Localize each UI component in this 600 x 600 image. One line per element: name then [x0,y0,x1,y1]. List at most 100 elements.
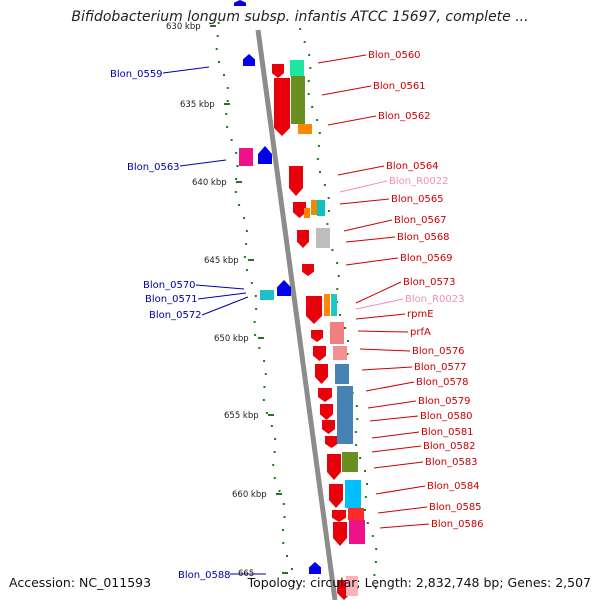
gene-label-right[interactable]: Blon_0577 [414,362,467,373]
gc-dot [309,67,312,69]
forward-gene-arrow [332,510,346,522]
forward-gene-arrow [289,166,303,196]
leader-line [337,165,385,176]
forward-gene-arrow [302,264,314,276]
gene-label-right[interactable]: Blon_0586 [431,519,484,530]
scale-tick [236,181,242,183]
gene-category-box [345,480,361,508]
gene-category-box [333,346,347,360]
gene-label-right[interactable]: Blon_0583 [425,457,478,468]
gc-dot [336,262,339,264]
gc-dot [226,100,229,102]
forward-gene-arrow [306,296,322,324]
forward-gene-arrow [315,364,328,384]
scale-tick [248,259,254,261]
gc-dot [364,509,366,511]
leader-line [327,115,377,126]
leader-line [179,159,227,167]
reverse-gene-arrow [234,0,246,6]
gc-dot [339,314,341,316]
gc-dot [245,230,248,232]
gc-dot [327,210,330,212]
gc-dot [307,93,310,95]
gc-dot [230,139,233,141]
scale-label: 655 kbp [224,411,259,421]
gene-label-right[interactable]: prfA [410,327,431,338]
gene-label-right[interactable]: Blon_0578 [416,377,469,388]
rna-label-right[interactable]: Blon_R0022 [389,176,449,187]
gc-dot [356,418,359,420]
scale-label: 660 kbp [232,490,267,500]
gene-label-left[interactable]: Blon_0570 [143,280,196,291]
gc-dot [318,132,321,134]
gene-label-right[interactable]: rpmE [407,309,434,320]
scale-tick [268,414,274,416]
gene-label-right[interactable]: Blon_0584 [427,481,480,492]
gene-label-right[interactable]: Blon_0576 [412,346,465,357]
scale-label: 635 kbp [180,100,215,110]
gene-label-left[interactable]: Blon_0563 [127,162,180,173]
gc-dot [308,54,311,56]
gene-label-right[interactable]: Blon_0581 [421,427,474,438]
gc-dot [270,425,273,427]
gc-dot [254,334,257,336]
gene-label-right[interactable]: Blon_0562 [378,111,431,122]
topology-label: Topology: circular; Length: 2,832,748 bp… [247,575,591,590]
gene-category-box [316,228,330,248]
gene-label-right[interactable]: Blon_0568 [397,232,450,243]
leader-line [359,348,411,352]
gc-dot [316,158,319,160]
gc-dot [263,360,266,362]
gene-label-right[interactable]: Blon_0580 [420,411,473,422]
leader-line [195,284,245,290]
gene-label-right[interactable]: Blon_0560 [368,50,421,61]
gene-category-box [348,508,364,520]
gene-label-right[interactable]: Blon_0579 [418,396,471,407]
gc-dot [316,119,319,121]
gene-label-right[interactable]: Blon_0585 [429,502,482,513]
gene-label-right[interactable]: Blon_0564 [386,161,439,172]
gene-category-box [346,576,358,596]
scale-label: 645 kbp [204,256,239,266]
gc-dot [234,191,237,193]
gc-dot [331,249,334,251]
leader-line [361,366,413,371]
gc-dot [253,321,256,323]
gene-label-right[interactable]: Blon_0573 [403,277,456,288]
gene-label-right[interactable]: Blon_0567 [394,215,447,226]
leader-line [339,198,390,205]
gene-label-right[interactable]: Blon_0582 [423,441,476,452]
rna-label-right[interactable]: Blon_R0023 [405,294,465,305]
gc-dot [273,477,276,479]
gene-label-left[interactable]: Blon_0571 [145,294,198,305]
gene-label-left[interactable]: Blon_0588 [178,570,231,581]
scale-labels: 630 kbp 635 kbp 640 kbp 645 kbp 650 kbp 655 k… [166,22,288,579]
gene-label-left[interactable]: Blon_0559 [110,69,163,80]
gene-label-right[interactable]: Blon_0561 [373,81,426,92]
forward-gene-arrow [272,64,284,78]
scale-label: 665 [238,569,254,579]
gc-dot [225,113,228,115]
gene-label-right[interactable]: Blon_0565 [391,194,444,205]
scale-label: 640 kbp [192,178,227,188]
gc-dot [215,48,218,50]
gene-label-left[interactable]: Blon_0572 [149,310,202,321]
leader-line [201,296,249,316]
gc-dot [235,178,238,180]
gc-dot [273,451,276,453]
genome-backbone [255,29,338,600]
leader-line [197,292,247,300]
gc-dot [272,464,275,466]
gc-dot [299,28,302,30]
gc-dot [282,503,285,505]
forward-gene-arrow [313,346,326,361]
gc-dot [366,483,368,485]
leader-line [339,180,388,193]
gc-dot [223,74,225,76]
gc-dot [226,87,229,89]
forward-gene-arrow [325,436,338,448]
gene-label-right[interactable]: Blon_0569 [400,253,453,264]
forward-gene-arrow [322,420,335,434]
gc-dot [217,22,220,24]
gene-features [234,0,365,600]
